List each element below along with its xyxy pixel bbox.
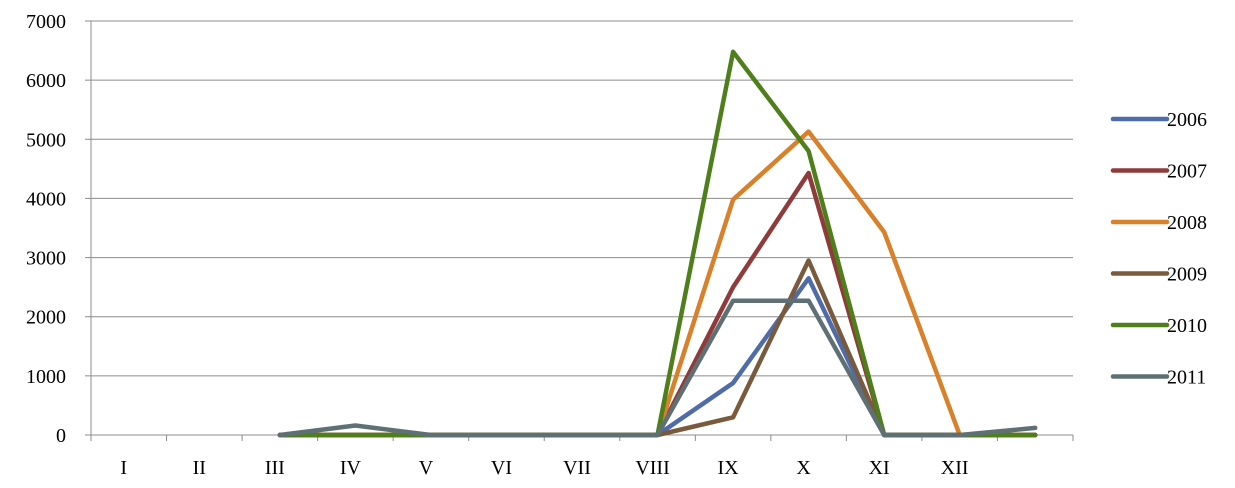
y-tick-label: 3000 [26,248,66,270]
gridlines [91,20,1073,377]
series-line-2009 [277,258,1038,438]
x-tick-label: VI [491,457,512,479]
x-tick-label: VII [563,457,591,479]
x-tick-label: X [796,457,811,479]
x-tick-label: III [265,457,285,479]
y-axis-ticks: 0 1000 2000 3000 4000 5000 6000 7000 [26,11,91,447]
series-line-2008 [277,129,1038,438]
legend-label-2007: 2007 [1167,161,1207,183]
series-line-2011 [277,298,1038,438]
series-line-2007 [277,170,1038,438]
x-tick-label: XI [869,457,890,479]
legend-label-2011: 2011 [1167,367,1206,389]
y-tick-label: 6000 [26,70,66,92]
x-tick-label: II [193,457,206,479]
y-tick-label: 4000 [26,188,66,210]
legend: 2006 2007 2008 2009 2010 2011 [1110,109,1207,389]
y-tick-label: 2000 [26,307,66,329]
legend-label-2006: 2006 [1167,109,1207,131]
x-tick-label: XII [941,457,969,479]
y-tick-label: 0 [56,425,66,447]
legend-label-2009: 2009 [1167,264,1207,286]
x-tick-label: V [419,457,434,479]
series-line-2010 [277,49,1038,438]
x-tick-label: IV [340,457,362,479]
legend-label-2010: 2010 [1167,315,1207,337]
legend-label-2008: 2008 [1167,212,1207,234]
y-tick-label: 7000 [26,11,66,33]
y-tick-label: 1000 [26,366,66,388]
x-tick-label: VIII [635,457,669,479]
axes [90,21,1073,436]
y-tick-label: 5000 [26,129,66,151]
x-tick-label: I [120,457,127,479]
series-lines [277,49,1038,438]
series-line-2006 [277,276,1038,438]
x-tick-label: IX [718,457,740,479]
x-axis-ticks: I II III IV V VI VII VIII IX X XI XII [90,435,1074,479]
